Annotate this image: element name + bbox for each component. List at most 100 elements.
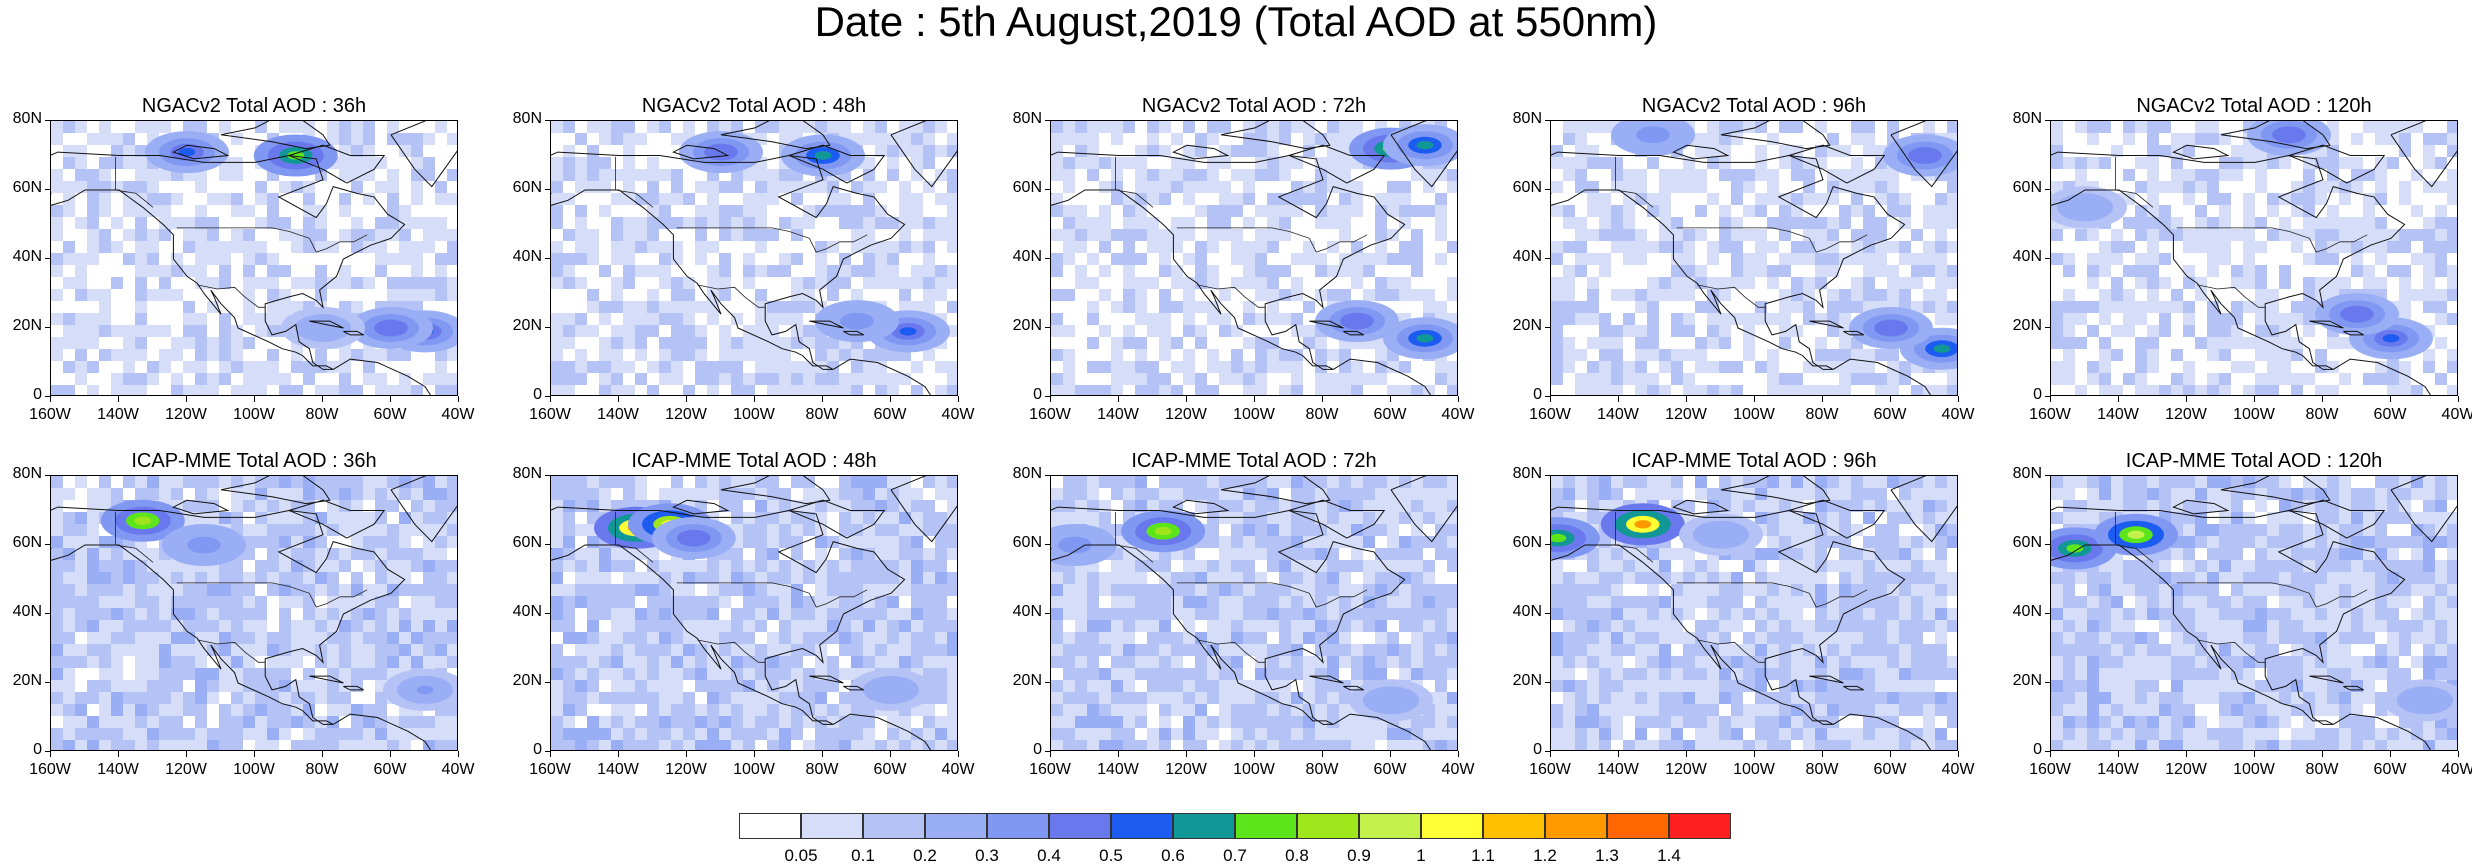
aod-background-cell: [303, 121, 315, 133]
aod-background-cell: [135, 632, 147, 644]
aod-background-cell: [267, 277, 279, 289]
aod-background-cell: [1207, 325, 1219, 337]
aod-background-cell: [1587, 325, 1599, 337]
aod-background-cell: [363, 680, 375, 692]
aod-background-cell: [1387, 241, 1399, 253]
aod-background-cell: [2171, 313, 2183, 325]
aod-background-cell: [207, 596, 219, 608]
aod-background-cell: [303, 668, 315, 680]
aod-background-cell: [147, 361, 159, 373]
aod-background-cell: [279, 265, 291, 277]
y-tick-mark: [45, 189, 50, 190]
aod-background-cell: [659, 181, 671, 193]
aod-background-cell: [1635, 241, 1647, 253]
aod-background-cell: [623, 277, 635, 289]
aod-background-cell: [123, 301, 135, 313]
aod-background-cell: [683, 205, 695, 217]
aod-background-cell: [1255, 253, 1267, 265]
aod-background-cell: [1147, 193, 1159, 205]
aod-background-cell: [303, 608, 315, 620]
aod-background-cell: [423, 656, 435, 668]
aod-background-cell: [1111, 277, 1123, 289]
aod-background-cell: [875, 217, 887, 229]
aod-background-cell: [1267, 325, 1279, 337]
aod-background-cell: [707, 241, 719, 253]
aod-background-cell: [1899, 229, 1911, 241]
aod-background-cell: [255, 560, 267, 572]
aod-background-cell: [1387, 181, 1399, 193]
aod-background-cell: [2243, 229, 2255, 241]
aod-background-cell: [1267, 337, 1279, 349]
aod-background-cell: [1303, 193, 1315, 205]
aod-background-cell: [563, 253, 575, 265]
aod-background-cell: [1863, 121, 1875, 133]
aod-background-cell: [375, 121, 387, 133]
aod-background-cell: [375, 253, 387, 265]
aod-background-cell: [51, 349, 63, 361]
aod-background-cell: [351, 632, 363, 644]
aod-background-cell: [99, 133, 111, 145]
aod-background-cell: [171, 644, 183, 656]
aod-background-cell: [1899, 277, 1911, 289]
aod-background-cell: [1803, 337, 1815, 349]
aod-background-cell: [1267, 385, 1279, 396]
aod-background-cell: [1791, 241, 1803, 253]
aod-background-cell: [1575, 253, 1587, 265]
aod-background-cell: [587, 385, 599, 396]
aod-background-cell: [315, 728, 327, 740]
aod-background-cell: [1551, 289, 1563, 301]
aod-background-cell: [399, 361, 411, 373]
aod-background-cell: [267, 704, 279, 716]
aod-background-cell: [2171, 193, 2183, 205]
aod-background-cell: [1755, 289, 1767, 301]
aod-background-cell: [1839, 193, 1851, 205]
aod-background-cell: [1087, 277, 1099, 289]
aod-background-cell: [1111, 229, 1123, 241]
aod-background-cell: [2099, 133, 2111, 145]
aod-background-cell: [279, 524, 291, 536]
aod-background-cell: [1767, 349, 1779, 361]
aod-background-cell: [2351, 385, 2363, 396]
aod-background-cell: [2243, 253, 2255, 265]
aod-background-cell: [2423, 121, 2435, 133]
aod-background-cell: [587, 349, 599, 361]
aod-background-cell: [659, 121, 671, 133]
aod-background-cell: [435, 229, 447, 241]
aod-background-cell: [351, 205, 363, 217]
aod-background-cell: [2423, 265, 2435, 277]
aod-background-cell: [1623, 253, 1635, 265]
aod-background-cell: [2267, 373, 2279, 385]
aod-background-cell: [1219, 313, 1231, 325]
aod-background-cell: [707, 349, 719, 361]
aod-background-cell: [219, 337, 231, 349]
aod-background-cell: [2351, 169, 2363, 181]
aod-background-cell: [1647, 313, 1659, 325]
aod-background-cell: [411, 133, 423, 145]
aod-background-cell: [2291, 385, 2303, 396]
aod-background-cell: [1827, 301, 1839, 313]
aod-background-cell: [1767, 121, 1779, 133]
aod-background-cell: [1719, 181, 1731, 193]
aod-background-cell: [851, 253, 863, 265]
aod-background-cell: [1671, 205, 1683, 217]
aod-background-cell: [1599, 313, 1611, 325]
aod-background-cell: [911, 205, 923, 217]
aod-background-cell: [2315, 385, 2327, 396]
aod-background-cell: [1599, 181, 1611, 193]
aod-background-cell: [719, 277, 731, 289]
aod-background-cell: [1063, 217, 1075, 229]
aod-background-cell: [635, 301, 647, 313]
aod-background-cell: [159, 253, 171, 265]
aod-background-cell: [1755, 229, 1767, 241]
aod-background-cell: [1611, 325, 1623, 337]
aod-background-cell: [291, 668, 303, 680]
aod-background-cell: [1851, 289, 1863, 301]
aod-background-cell: [1063, 385, 1075, 396]
aod-background-cell: [1291, 373, 1303, 385]
aod-background-cell: [1779, 277, 1791, 289]
aod-background-cell: [1075, 385, 1087, 396]
aod-background-cell: [1851, 205, 1863, 217]
aod-background-cell: [1447, 277, 1458, 289]
aod-background-cell: [1411, 217, 1423, 229]
aod-background-cell: [1563, 385, 1575, 396]
